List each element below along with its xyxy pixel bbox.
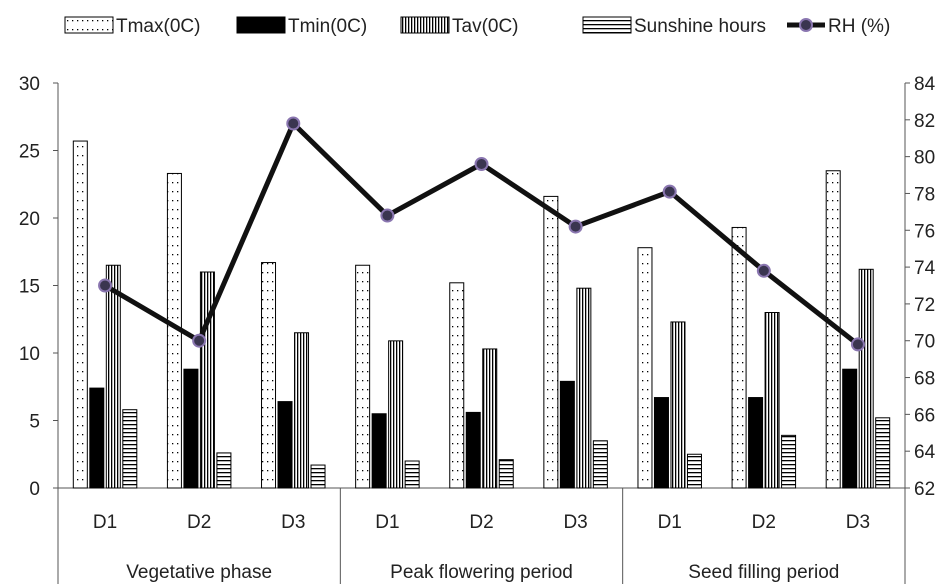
right-tick-label: 82 <box>914 111 935 132</box>
bar <box>559 380 575 489</box>
x-tick-label: D1 <box>658 512 682 533</box>
rh-point <box>98 278 113 293</box>
legend-swatch <box>400 16 450 34</box>
bar <box>355 264 371 489</box>
bar <box>748 397 764 489</box>
bar <box>105 264 121 489</box>
left-tick-label: 10 <box>19 344 40 365</box>
right-tick-label: 80 <box>914 148 935 169</box>
bar <box>388 340 404 489</box>
bar <box>277 401 293 489</box>
legend-swatch <box>236 16 286 34</box>
legend-marker <box>799 18 813 32</box>
x-tick-label: D2 <box>187 512 211 533</box>
x-tick-label: D3 <box>846 512 870 533</box>
bar <box>858 268 874 489</box>
x-tick-label: D3 <box>281 512 305 533</box>
legend-label: Tmax(0C) <box>116 16 200 37</box>
x-tick-label: D3 <box>563 512 587 533</box>
right-tick-label: 62 <box>914 479 935 500</box>
bar <box>183 368 199 489</box>
bar <box>371 413 387 489</box>
right-tick-label: 78 <box>914 184 935 205</box>
group-label: Peak flowering period <box>390 562 573 583</box>
left-tick-label: 25 <box>19 142 40 163</box>
bar <box>576 287 592 489</box>
legend-label: RH (%) <box>828 16 890 37</box>
bar <box>653 397 669 489</box>
right-tick-label: 64 <box>914 442 936 463</box>
legend-label: Sunshine hours <box>634 16 766 37</box>
axes: 0 5 10 15 20 25 30 62 64 66 68 70 72 74 76 78 80 82 84 D1 D2… <box>19 74 936 584</box>
left-tick-label: 0 <box>29 479 40 500</box>
legend-swatch <box>64 16 114 34</box>
bar <box>498 459 514 489</box>
x-tick-label: D1 <box>375 512 399 533</box>
bar <box>482 348 498 489</box>
right-tick-label: 74 <box>914 258 936 279</box>
bar <box>731 226 747 489</box>
left-tick-label: 5 <box>29 412 40 433</box>
right-tick-label: 70 <box>914 332 935 353</box>
rh-point <box>380 208 395 223</box>
legend-label: Tmin(0C) <box>288 16 367 37</box>
rh-point <box>662 184 677 199</box>
rh-point <box>474 157 489 171</box>
bar <box>465 411 481 489</box>
bar <box>404 460 420 489</box>
right-tick-label: 72 <box>914 295 935 316</box>
left-tick-label: 30 <box>19 74 40 95</box>
rh-point <box>568 219 583 234</box>
rh-point <box>850 337 865 352</box>
right-tick-label: 68 <box>914 369 935 390</box>
left-tick-label: 15 <box>19 277 40 298</box>
bar <box>449 282 465 489</box>
rh-line <box>98 116 865 352</box>
bar <box>216 452 232 489</box>
x-tick-label: D1 <box>93 512 117 533</box>
rh-point <box>192 333 207 348</box>
bar <box>592 440 608 489</box>
bar <box>294 332 310 489</box>
legend-label: Tav(0C) <box>452 16 519 37</box>
bar <box>637 247 653 489</box>
left-tick-label: 20 <box>19 209 40 230</box>
legend: Tmax(0C) Tmin(0C) Tav(0C) Sunshine hours RH … <box>64 16 890 37</box>
bar <box>781 434 797 489</box>
group-label: Seed filling period <box>688 562 839 583</box>
x-tick-label: D2 <box>469 512 493 533</box>
rh-point <box>756 263 771 278</box>
bar <box>122 409 138 489</box>
bar <box>89 387 105 489</box>
right-tick-label: 76 <box>914 221 935 242</box>
bar <box>261 262 277 489</box>
bar <box>875 417 891 489</box>
x-tick-label: D2 <box>752 512 776 533</box>
group-label: Vegetative phase <box>126 562 272 583</box>
right-tick-label: 66 <box>914 405 935 426</box>
bar <box>842 368 858 489</box>
bar <box>72 140 88 489</box>
legend-swatch <box>582 16 632 34</box>
bar <box>764 312 780 489</box>
bar <box>670 321 686 489</box>
right-tick-label: 84 <box>914 74 936 95</box>
bar <box>310 464 326 489</box>
rh-point <box>286 116 301 131</box>
bars <box>72 140 891 489</box>
bar <box>686 453 702 489</box>
bar <box>543 195 559 489</box>
